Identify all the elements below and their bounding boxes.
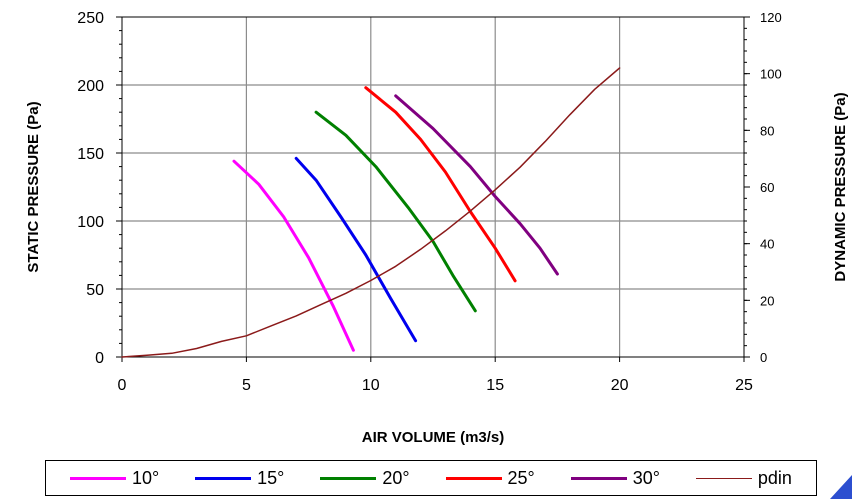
legend-swatch [695, 477, 752, 479]
corner-decoration [830, 475, 852, 499]
x-tick-label: 5 [242, 377, 251, 394]
plot-area [121, 16, 745, 358]
legend-label: 15° [257, 467, 285, 488]
legend-item: 25° [445, 467, 535, 489]
legend-swatch [69, 476, 126, 480]
legend-label: 25° [507, 467, 535, 488]
y2-axis-ticks: 0 20 40 60 80 100 120 [744, 10, 782, 365]
legend-label: 20° [382, 467, 410, 488]
y-axis-title: STATIC PRESSURE (Pa) [25, 101, 42, 272]
minor-ticks [119, 16, 747, 358]
legend: 10° 15° 20° 25° 30° pdin [45, 460, 817, 496]
y2-tick-label: 100 [760, 67, 782, 82]
y-tick-label: 150 [77, 146, 104, 163]
legend-swatch [320, 476, 377, 480]
legend-swatch [445, 476, 502, 480]
x-tick-label: 20 [611, 377, 629, 394]
y2-tick-label: 60 [760, 180, 774, 195]
y2-tick-label: 120 [760, 10, 782, 25]
y-tick-label: 250 [77, 10, 104, 27]
y-tick-label: 200 [77, 78, 104, 95]
grid-lines [122, 17, 744, 357]
legend-label: 30° [632, 467, 660, 488]
chart: 0 5 10 15 20 25 0 50 100 150 200 250 0 20 40 60 80 100 1… [25, 10, 849, 446]
legend-item: 30° [570, 467, 660, 489]
x-tick-label: 25 [735, 377, 753, 394]
series-line-15deg [294, 156, 418, 343]
x-axis-title: AIR VOLUME (m3/s) [362, 429, 505, 446]
x-tick-label: 0 [118, 377, 127, 394]
legend-item: 20° [320, 467, 410, 489]
series-line-20deg [314, 110, 477, 313]
series-line-25deg [364, 86, 517, 283]
x-tick-label: 15 [486, 377, 504, 394]
y2-tick-label: 0 [760, 350, 767, 365]
y-tick-label: 0 [95, 350, 104, 367]
legend-swatch [570, 476, 627, 480]
y-tick-label: 100 [77, 214, 104, 231]
y2-tick-label: 40 [760, 237, 774, 252]
legend-swatch [195, 476, 252, 480]
legend-item: 10° [69, 467, 160, 489]
series-line-pdin [121, 67, 621, 358]
series-line-30deg [394, 94, 559, 276]
x-tick-label: 10 [362, 377, 380, 394]
y2-axis-title: DYNAMIC PRESSURE (Pa) [832, 92, 849, 281]
y2-tick-label: 20 [760, 293, 774, 308]
series-layer [121, 67, 621, 358]
x-axis-ticks: 0 5 10 15 20 25 [118, 357, 753, 394]
y-tick-label: 50 [86, 282, 104, 299]
legend-label: 10° [131, 467, 160, 488]
y2-tick-label: 80 [760, 123, 774, 138]
legend-item: 15° [195, 468, 284, 489]
y-axis-ticks: 0 50 100 150 200 250 [77, 10, 122, 367]
legend-label: pdin [757, 467, 792, 488]
series-line-10deg [232, 159, 355, 352]
legend-item: pdin [695, 467, 792, 489]
